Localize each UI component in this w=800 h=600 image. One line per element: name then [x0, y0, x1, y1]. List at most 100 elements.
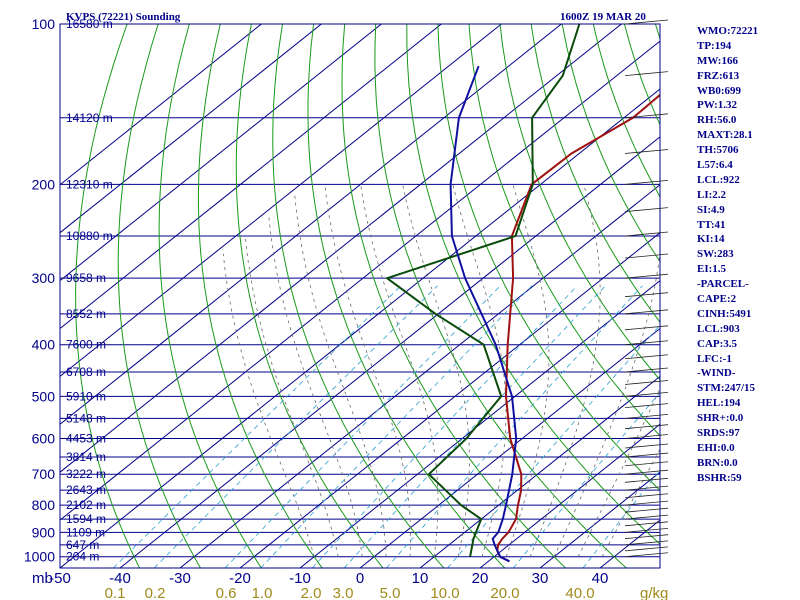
wind-barb [624, 253, 669, 259]
mixing-ratio-label: 10.0 [430, 585, 459, 600]
temperature-tick-label: -30 [169, 570, 191, 587]
height-label: 5910 m [66, 389, 106, 403]
mixing-ratio-line [512, 391, 660, 568]
pressure-tick-label: 300 [32, 270, 56, 286]
moist-adiabat-line [505, 184, 550, 557]
temperature-tick-label: -50 [49, 570, 71, 587]
pressure-tick-label: 500 [32, 388, 56, 404]
height-label: 5148 m [66, 411, 106, 425]
wind-barb [624, 309, 669, 315]
height-label: 10880 m [66, 229, 113, 243]
dry-adiabat-line [406, 24, 660, 545]
mixing-ratio-line [447, 324, 660, 568]
height-label: 9658 m [66, 271, 106, 285]
isotherm-line [239, 232, 660, 568]
temperature-tick-label: 40 [592, 570, 609, 587]
dry-adiabat-line [468, 24, 660, 437]
sounding-index: RH:56.0 [697, 114, 737, 127]
sounding-index: WMO:72221 [697, 25, 759, 37]
height-label: 6708 m [66, 365, 106, 379]
moist-adiabat-line [324, 184, 412, 557]
height-label: 14120 m [66, 111, 113, 125]
wind-barb [624, 493, 669, 499]
moist-adiabat-line [402, 184, 470, 557]
height-label: 2102 m [66, 498, 106, 512]
sounding-index: BSHR:59 [697, 471, 742, 484]
height-label: 12310 m [66, 177, 113, 191]
dry-adiabat-line [117, 24, 201, 568]
wind-barb [624, 521, 669, 527]
sounding-index: PW:1.32 [697, 99, 738, 112]
wind-barb [624, 540, 669, 546]
dry-adiabat-line [499, 24, 660, 381]
sounding-index: CAPE:2 [697, 293, 737, 306]
isotherm-line [60, 24, 442, 330]
isotherm-line [60, 88, 660, 568]
wind-barb [624, 292, 669, 298]
chart-series [384, 24, 660, 563]
wind-barb [624, 391, 669, 397]
sounding-index: MAXT:28.1 [697, 129, 753, 142]
sounding-index: SHR+:0.0 [697, 412, 744, 425]
wind-barb [624, 113, 669, 119]
sounding-index: SW:283 [697, 248, 734, 261]
dry-adiabat-line [561, 24, 660, 263]
isotherm-line [60, 24, 562, 425]
dry-adiabat-line [158, 24, 262, 568]
wind-barb [624, 546, 669, 552]
sounding-index: L57:6.4 [697, 159, 733, 172]
mixing-ratio-line [113, 285, 402, 568]
mixing-ratio-line [312, 285, 578, 568]
isotherm-line [60, 24, 622, 473]
mixing-ratio-label: 3.0 [333, 585, 354, 600]
wind-barb [624, 325, 669, 331]
isotherm-line [539, 471, 660, 568]
wind-barb [624, 231, 669, 237]
isotherm-line [60, 24, 262, 186]
mixing-ratio-label: 0.1 [105, 585, 126, 600]
sounding-index: FRZ:613 [697, 69, 740, 82]
sounding-index: SI:4.9 [697, 203, 725, 216]
dry-adiabat-line [307, 24, 506, 568]
isotherm-line [60, 24, 382, 282]
wind-barb [624, 552, 669, 558]
height-label: 3814 m [66, 450, 106, 464]
pressure-tick-label: 900 [32, 524, 56, 540]
wind-barb [624, 500, 669, 506]
sounding-trace-2 [449, 65, 518, 563]
wind-barb [624, 367, 669, 373]
sounding-index: LI:2.2 [697, 188, 727, 201]
sounding-index: TT:41 [697, 218, 726, 231]
mixing-ratio-label: 0.6 [216, 585, 237, 600]
wind-barb [624, 461, 669, 467]
mixing-ratio-line [153, 285, 438, 568]
moist-adiabat-line [244, 235, 339, 557]
isotherm-line [179, 184, 660, 568]
plot-frame [59, 23, 661, 569]
sounding-index: EHI:0.0 [697, 441, 735, 454]
sounding-index: LCL:903 [697, 322, 740, 335]
height-label: 7600 m [66, 338, 106, 352]
isotherm-line [60, 24, 502, 378]
chart-title-left: KVPS (72221) Sounding [66, 11, 181, 23]
sounding-trace-0 [496, 93, 660, 563]
dry-adiabat-line [341, 24, 566, 568]
dry-adiabat-line [592, 24, 660, 198]
isotherm-line [119, 136, 660, 568]
isotherm-line [60, 40, 660, 521]
moist-adiabat-line [553, 247, 660, 557]
wind-barb [624, 414, 669, 419]
mixing-ratio-line [224, 285, 501, 568]
pressure-axis-unit: mb [32, 570, 53, 587]
sounding-index: -PARCEL- [697, 278, 749, 291]
sounding-index: KI:14 [697, 233, 725, 246]
height-label: 8552 m [66, 307, 106, 321]
sounding-trace-1 [384, 24, 581, 557]
height-label: 1594 m [66, 512, 106, 526]
sounding-index: CAP:3.5 [697, 337, 738, 350]
pressure-tick-label: 1000 [24, 549, 55, 565]
wind-barb [624, 273, 669, 279]
height-label: 1109 m [66, 525, 105, 539]
dry-adiabat-line [687, 24, 698, 568]
mixing-ratio-line [260, 285, 533, 568]
